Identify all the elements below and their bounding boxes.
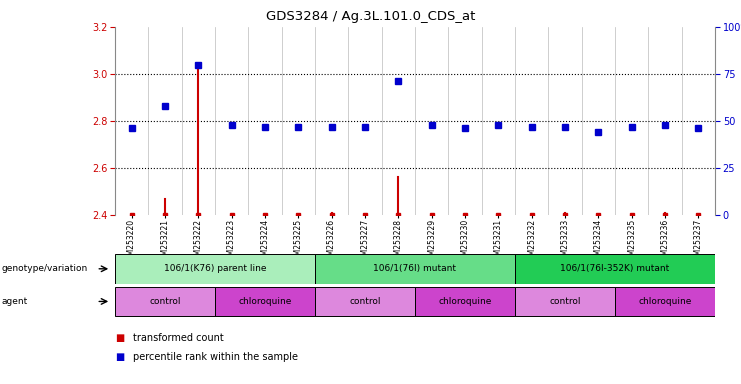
Bar (615, 287, 715, 316)
Text: 106/1(76I) mutant: 106/1(76I) mutant (373, 264, 456, 273)
Text: 106/1(K76) parent line: 106/1(K76) parent line (164, 264, 266, 273)
Bar (215, 287, 315, 316)
Text: 106/1(76I-352K) mutant: 106/1(76I-352K) mutant (560, 264, 670, 273)
Text: ■: ■ (115, 352, 124, 362)
Bar (515, 287, 615, 316)
Text: control: control (349, 297, 381, 306)
Bar (115, 287, 215, 316)
Bar (415, 287, 515, 316)
Text: genotype/variation: genotype/variation (1, 264, 87, 273)
Bar (315, 287, 415, 316)
Text: ■: ■ (115, 333, 124, 343)
Text: chloroquine: chloroquine (638, 297, 692, 306)
Text: chloroquine: chloroquine (438, 297, 492, 306)
Text: chloroquine: chloroquine (238, 297, 292, 306)
Text: percentile rank within the sample: percentile rank within the sample (133, 352, 299, 362)
Bar (115, 254, 315, 283)
Text: control: control (149, 297, 181, 306)
Text: agent: agent (1, 297, 27, 306)
Text: transformed count: transformed count (133, 333, 224, 343)
Bar (515, 254, 715, 283)
Text: GDS3284 / Ag.3L.101.0_CDS_at: GDS3284 / Ag.3L.101.0_CDS_at (266, 10, 475, 23)
Text: control: control (549, 297, 581, 306)
Bar (315, 254, 515, 283)
